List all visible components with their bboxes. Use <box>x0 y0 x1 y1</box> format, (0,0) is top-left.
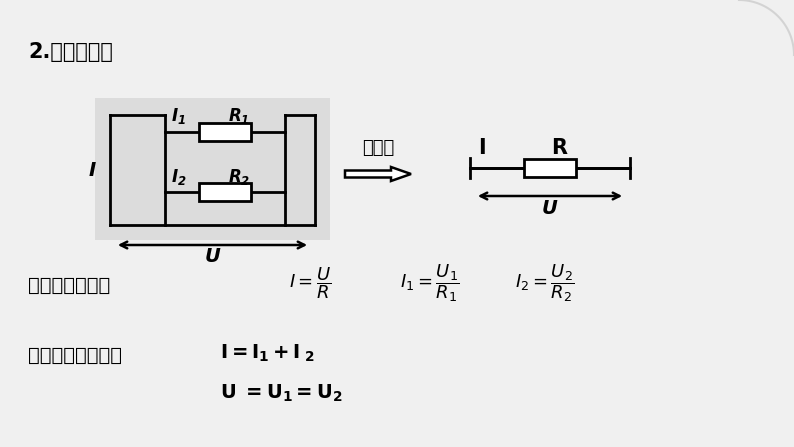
Text: 等效于: 等效于 <box>362 139 394 157</box>
Polygon shape <box>95 98 330 240</box>
Text: $\bfit{R}_2$: $\bfit{R}_2$ <box>228 167 250 187</box>
Text: 2.电阱的并联: 2.电阱的并联 <box>28 42 113 62</box>
Text: $I_1 = \dfrac{U_1}{R_1}$: $I_1 = \dfrac{U_1}{R_1}$ <box>400 262 460 304</box>
Text: $\bfit{R}_1$: $\bfit{R}_1$ <box>228 106 250 126</box>
Text: $I = \dfrac{U}{R}$: $I = \dfrac{U}{R}$ <box>289 265 331 301</box>
Text: $\mathbf{I}$: $\mathbf{I}$ <box>478 138 486 158</box>
Text: 由欧姆定律得：: 由欧姆定律得： <box>28 275 110 295</box>
Text: $\bfit{I}$: $\bfit{I}$ <box>87 160 96 180</box>
Text: 由并联电路可知：: 由并联电路可知： <box>28 346 122 364</box>
Text: $I_2 = \dfrac{U_2}{R_2}$: $I_2 = \dfrac{U_2}{R_2}$ <box>515 262 575 304</box>
Text: $\mathbf{R}$: $\mathbf{R}$ <box>551 138 569 158</box>
Bar <box>199 183 251 201</box>
Text: $\bfit{I}_1$: $\bfit{I}_1$ <box>172 106 187 126</box>
Text: $\bfit{U}$: $\bfit{U}$ <box>204 247 222 266</box>
Polygon shape <box>345 167 411 181</box>
Text: $\bfit{U}$: $\bfit{U}$ <box>542 199 559 218</box>
Bar <box>524 159 576 177</box>
Text: $\bfit{I}_2$: $\bfit{I}_2$ <box>171 167 187 187</box>
Text: $\mathbf{U\ =U_1=U_2}$: $\mathbf{U\ =U_1=U_2}$ <box>220 382 342 404</box>
Text: $\mathbf{I=I_1+I_{\ 2}}$: $\mathbf{I=I_1+I_{\ 2}}$ <box>220 342 315 364</box>
Bar <box>199 123 251 141</box>
